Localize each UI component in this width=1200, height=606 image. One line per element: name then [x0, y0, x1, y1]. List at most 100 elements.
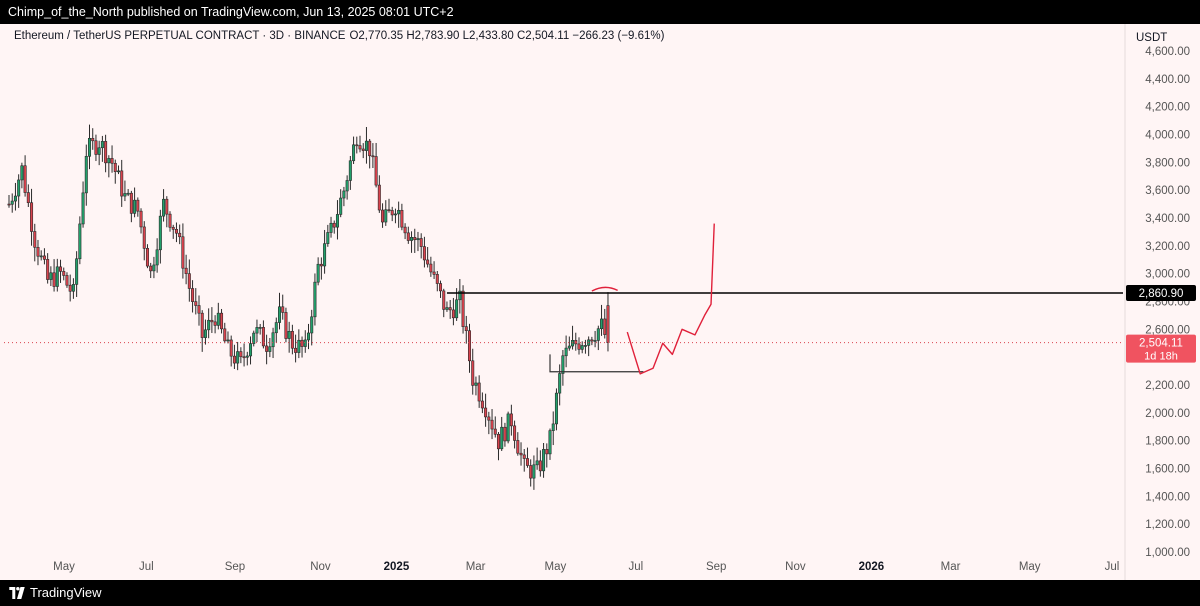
candle-down — [91, 138, 95, 142]
time-tick-label: Mar — [466, 561, 486, 573]
candle-up — [71, 284, 75, 292]
candle-down — [413, 237, 417, 241]
candle-down — [371, 155, 375, 158]
candle-up — [364, 140, 368, 151]
candle-down — [178, 232, 182, 238]
candle-up — [158, 215, 162, 251]
price-tick-label: 1,200.00 — [1145, 519, 1190, 531]
candle-down — [129, 192, 133, 214]
support-bracket[interactable] — [549, 354, 644, 373]
time-tick-label: May — [1019, 561, 1041, 573]
candle-down — [332, 222, 336, 228]
candle-down — [290, 330, 294, 349]
chart-frame[interactable]: 4,600.00 4,400.00 4,200.00 4,000.00 3,800.00… — [0, 24, 1200, 580]
candle-up — [252, 332, 256, 344]
candle-down — [435, 274, 439, 284]
candle-up — [152, 264, 156, 272]
time-tick-label: Jul — [628, 561, 643, 573]
candle-up — [416, 238, 420, 241]
candle-up — [410, 237, 414, 241]
candle-down — [590, 339, 594, 342]
time-tick-label: May — [53, 561, 75, 573]
candle-up — [97, 147, 101, 155]
candle-up — [564, 347, 568, 357]
candle-up — [535, 460, 539, 466]
candle-up — [500, 426, 504, 450]
candle-up — [384, 209, 388, 223]
svg-text:2,504.11: 2,504.11 — [1139, 338, 1183, 350]
price-tick-label: 1,000.00 — [1145, 547, 1190, 559]
candle-up — [593, 340, 597, 342]
publisher-text: Chimp_of_the_North published on TradingV… — [8, 5, 454, 19]
candle-down — [33, 231, 37, 248]
projection-path[interactable] — [626, 223, 715, 375]
candle-up — [226, 339, 230, 342]
candle-up — [258, 327, 262, 329]
candle-down — [419, 238, 423, 247]
candle-down — [480, 400, 484, 409]
price-tick-label: 4,400.00 — [1145, 74, 1190, 86]
price-tick-label: 2,000.00 — [1145, 408, 1190, 420]
candle-up — [116, 170, 120, 173]
candle-down — [448, 307, 452, 311]
candle-down — [461, 290, 465, 327]
candle-down — [487, 416, 491, 421]
price-tick-label: 2,200.00 — [1145, 380, 1190, 392]
currency-label[interactable]: USDT — [1136, 32, 1167, 44]
candle-down — [187, 273, 191, 289]
price-tick-label: 3,800.00 — [1145, 157, 1190, 169]
candle-up — [100, 141, 104, 149]
candle-down — [168, 213, 172, 228]
candle-down — [239, 351, 243, 358]
candle-down — [477, 382, 481, 402]
candle-up — [445, 307, 449, 310]
peak-arc[interactable] — [591, 286, 618, 292]
candle-down — [519, 452, 523, 456]
price-tick-label: 1,800.00 — [1145, 436, 1190, 448]
candle-up — [583, 345, 587, 347]
candle-up — [249, 343, 253, 357]
candle-up — [271, 332, 275, 348]
price-tick-label: 3,600.00 — [1145, 185, 1190, 197]
candle-up — [123, 193, 127, 197]
candle-up — [548, 430, 552, 455]
candle-down — [174, 228, 178, 234]
candle-down — [381, 209, 385, 223]
price-tick-label: 3,400.00 — [1145, 213, 1190, 225]
candle-up — [107, 158, 111, 164]
candle-down — [242, 356, 246, 359]
candle-up — [287, 330, 291, 339]
candle-down — [36, 246, 40, 257]
candle-down — [361, 148, 365, 151]
candle-up — [542, 449, 546, 472]
candle-up — [81, 192, 85, 225]
candle-up — [84, 155, 88, 194]
candle-down — [522, 454, 526, 459]
annotation-layer — [4, 223, 1123, 375]
time-tick-label: 2026 — [859, 561, 885, 573]
time-axis: May Jul Sep Nov 2025 Mar May Jul Sep Nov 2026 Mar Ma… — [53, 561, 1119, 573]
candle-down — [426, 259, 430, 265]
candle-up — [335, 214, 339, 228]
candle-down — [439, 283, 443, 292]
time-tick-label: Nov — [785, 561, 806, 573]
candle-down — [403, 226, 407, 234]
candle-down — [232, 355, 236, 364]
candle-up — [216, 312, 220, 326]
candle-down — [229, 339, 233, 357]
candle-down — [213, 321, 217, 326]
candle-up — [397, 209, 401, 215]
candle-up — [274, 322, 278, 334]
candle-down — [110, 158, 114, 164]
price-chart[interactable]: 4,600.00 4,400.00 4,200.00 4,000.00 3,800.00… — [0, 24, 1200, 580]
publisher-bar: Chimp_of_the_North published on TradingV… — [0, 0, 1200, 24]
candle-down — [496, 433, 500, 450]
candle-down — [513, 425, 517, 441]
candle-up — [558, 373, 562, 394]
candle-up — [155, 249, 159, 266]
candle-up — [49, 272, 53, 280]
candle-down — [358, 145, 362, 150]
candle-down — [490, 419, 494, 430]
candle-up — [10, 200, 14, 205]
price-tick-label: 1,600.00 — [1145, 463, 1190, 475]
